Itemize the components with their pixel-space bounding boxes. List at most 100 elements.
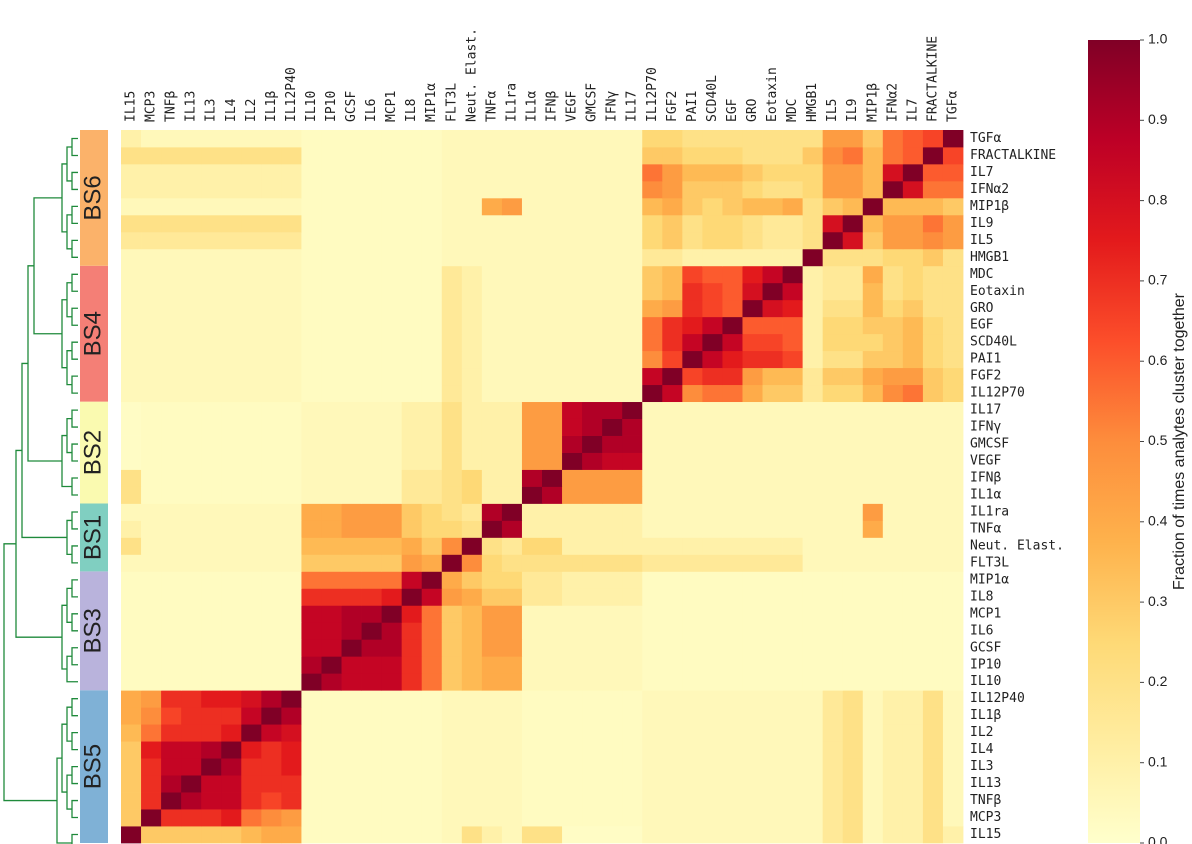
- heat-cell: [461, 724, 483, 742]
- heat-cell: [662, 282, 683, 301]
- heat-cell: [381, 707, 403, 725]
- heat-cell: [401, 435, 423, 453]
- heat-cell: [241, 316, 262, 335]
- heat-cell: [882, 316, 904, 335]
- heat-cell: [682, 130, 703, 148]
- heat-cell: [662, 265, 683, 284]
- heat-cell: [121, 265, 142, 284]
- heat-cell: [702, 571, 723, 589]
- heat-cell: [562, 282, 583, 301]
- heat-cell: [261, 826, 282, 844]
- heat-cell: [281, 299, 302, 318]
- dendrogram-link: [66, 587, 72, 623]
- heat-cell: [702, 741, 723, 759]
- heat-cell: [602, 537, 623, 555]
- heat-cell: [321, 690, 342, 708]
- heat-cell: [662, 248, 683, 267]
- heat-cell: [341, 690, 362, 708]
- heat-cell: [261, 639, 282, 657]
- heat-cell: [401, 231, 423, 250]
- heat-cell: [602, 724, 623, 742]
- heat-cell: [622, 571, 643, 589]
- heat-cell: [421, 146, 443, 165]
- heat-cell: [121, 231, 142, 250]
- heat-cell: [642, 826, 663, 844]
- heat-cell: [301, 146, 322, 165]
- heat-cell: [862, 690, 884, 708]
- heat-cell: [882, 673, 904, 691]
- heat-cell: [682, 622, 703, 640]
- heat-cell: [722, 809, 743, 827]
- heat-cell: [521, 792, 543, 810]
- row-label: MCP3: [970, 810, 1001, 825]
- heat-cell: [441, 452, 463, 470]
- column-label: PAI1: [685, 91, 700, 122]
- heat-cell: [461, 554, 483, 572]
- heat-cell: [161, 588, 182, 606]
- heat-cell: [662, 418, 683, 436]
- heat-cell: [762, 673, 783, 691]
- heat-cell: [742, 520, 763, 538]
- heat-cell: [501, 503, 523, 521]
- heat-cell: [942, 146, 964, 165]
- heat-cell: [141, 554, 162, 572]
- heat-cell: [662, 130, 683, 148]
- heat-cell: [161, 146, 182, 165]
- heat-cell: [562, 656, 583, 674]
- heat-cell: [862, 809, 884, 827]
- heat-cell: [682, 758, 703, 776]
- heat-cell: [702, 605, 723, 623]
- heat-cell: [542, 809, 563, 827]
- heat-cell: [401, 469, 423, 487]
- heat-cell: [762, 605, 783, 623]
- heat-cell: [521, 520, 543, 538]
- heat-cell: [501, 486, 523, 504]
- column-label: IP10: [324, 91, 339, 122]
- heat-cell: [401, 588, 423, 606]
- heat-cell: [201, 299, 222, 318]
- heat-cell: [882, 367, 904, 386]
- heat-cell: [341, 673, 362, 691]
- heat-cell: [341, 741, 362, 759]
- heat-cell: [161, 469, 182, 487]
- heat-cell: [902, 384, 924, 403]
- heat-cell: [301, 707, 322, 725]
- heat-cell: [441, 656, 463, 674]
- heat-cell: [542, 571, 563, 589]
- heat-cell: [261, 401, 282, 419]
- heat-cell: [421, 673, 443, 691]
- heat-cell: [261, 741, 282, 759]
- dendrogram-link: [71, 799, 78, 819]
- heat-cell: [181, 826, 202, 844]
- heat-cell: [261, 180, 282, 199]
- heat-cell: [121, 418, 142, 436]
- heat-cell: [141, 809, 162, 827]
- heat-cell: [602, 741, 623, 759]
- heat-cell: [521, 435, 543, 453]
- heat-cell: [501, 707, 523, 725]
- heat-cell: [141, 367, 162, 386]
- heat-cell: [161, 656, 182, 674]
- heat-cell: [762, 299, 783, 318]
- heat-cell: [221, 265, 242, 284]
- heat-cell: [882, 146, 904, 165]
- heat-cell: [702, 809, 723, 827]
- heat-cell: [301, 809, 322, 827]
- heat-cell: [582, 367, 603, 386]
- heat-cell: [141, 520, 162, 538]
- heat-cell: [702, 656, 723, 674]
- heat-cell: [742, 197, 763, 216]
- heat-cell: [161, 792, 182, 810]
- heat-cell: [141, 707, 162, 725]
- heat-cell: [862, 130, 884, 148]
- heat-cell: [702, 384, 723, 403]
- heat-cell: [582, 639, 603, 657]
- heat-cell: [301, 231, 322, 250]
- heat-cell: [902, 690, 924, 708]
- heat-cell: [201, 282, 222, 301]
- heat-cell: [181, 316, 202, 335]
- heat-cell: [481, 350, 503, 369]
- heat-cell: [582, 282, 603, 301]
- heat-cell: [521, 452, 543, 470]
- heat-cell: [782, 588, 804, 606]
